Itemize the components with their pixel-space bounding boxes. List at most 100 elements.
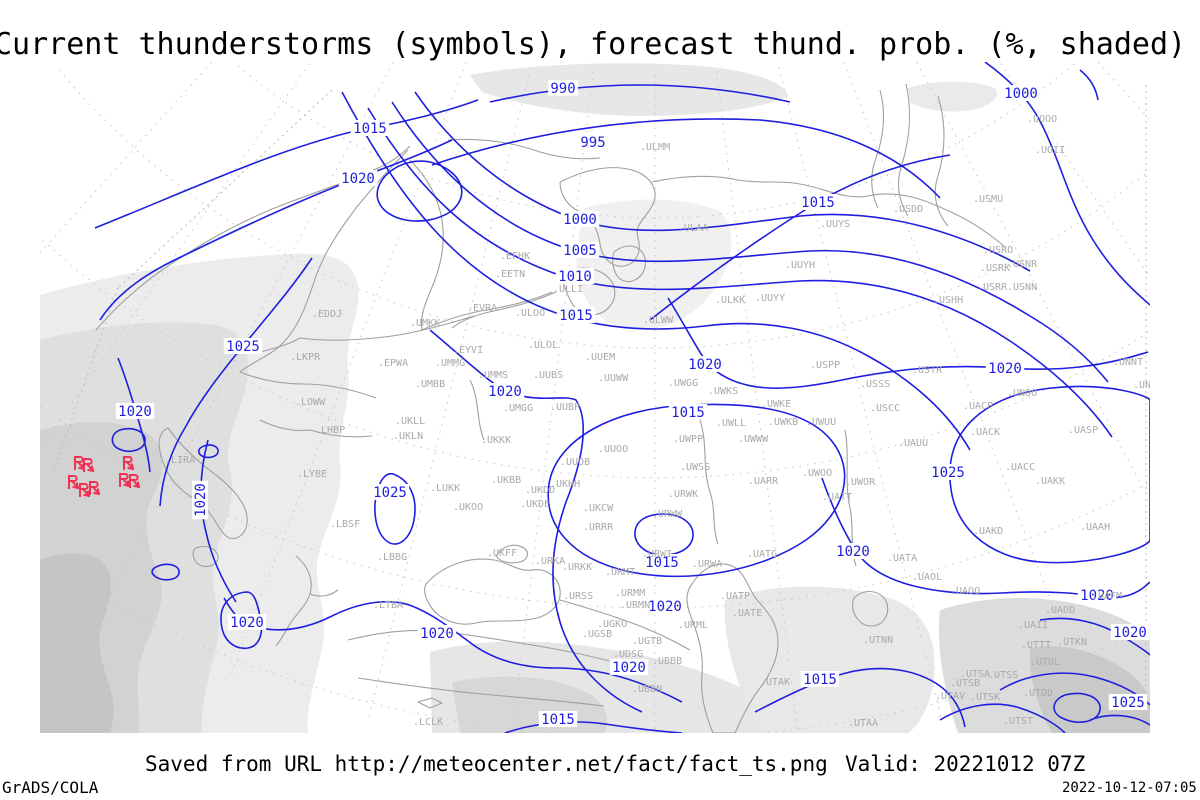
- station-label: .ULAA: [678, 223, 708, 234]
- station-label: .ULMM: [640, 142, 670, 153]
- station-label: .LTBA: [373, 600, 403, 611]
- coastline: [934, 95, 949, 227]
- isobar-label-text: 1020: [488, 384, 522, 400]
- coastline: [259, 315, 475, 353]
- station-label: .UTDL: [1030, 657, 1060, 668]
- isobar-line: [667, 297, 1149, 389]
- prob-shading-region: [908, 81, 998, 112]
- isobar-line: [220, 591, 263, 649]
- station-label: .UTSK: [970, 692, 1000, 703]
- station-label: .UACK: [970, 427, 1000, 438]
- station-label: .URML: [678, 620, 708, 631]
- isobar-line: [939, 703, 1066, 733]
- station-label: .UTST: [1003, 716, 1033, 727]
- station-label: .UUOB: [560, 457, 590, 468]
- isobar-label-text: 1015: [803, 672, 837, 688]
- station-label: .UWSS: [680, 462, 710, 473]
- isobar-label-text: 1020: [1113, 625, 1147, 641]
- station-label: .UTAK: [760, 677, 790, 688]
- station-label: .UGKO: [597, 619, 627, 630]
- page-title: Current thunderstorms (symbols), forecas…: [0, 27, 1187, 62]
- coastline: [612, 245, 647, 283]
- station-label: .UTSS: [988, 670, 1018, 681]
- station-label: .UMBB: [415, 379, 445, 390]
- station-label: .UTSB: [950, 678, 980, 689]
- graticule-meridian: [998, 62, 1150, 278]
- station-label: .UKLN: [393, 431, 423, 442]
- isobar-line: [414, 91, 1031, 272]
- thunderstorm-icon: [129, 474, 141, 489]
- station-label: .UWLL: [716, 418, 746, 429]
- isobar-label-text: 1020: [1080, 588, 1114, 604]
- station-label: .UATT: [822, 492, 852, 503]
- station-label: .LBSF: [330, 519, 360, 530]
- station-label: .LBBG: [377, 552, 407, 563]
- isobar-label: 1025: [1108, 694, 1148, 711]
- station-label: .UDSG: [613, 649, 643, 660]
- station-label: .UGTB: [632, 636, 662, 647]
- isobar-label: 1015: [798, 194, 838, 211]
- isobar-line: [754, 667, 966, 728]
- isobar-line: [374, 472, 416, 545]
- coastline: [158, 427, 248, 540]
- isobar-label-text: 1020: [688, 357, 722, 373]
- station-label: .URWI: [642, 549, 672, 560]
- graticule-meridian: [229, 62, 467, 677]
- station-label: .EYVI: [453, 345, 483, 356]
- station-label: .UASP: [1068, 425, 1098, 436]
- isobar-label: 990: [548, 80, 578, 97]
- isobar-label-text: 1025: [373, 485, 407, 501]
- station-label: .EETN: [495, 269, 525, 280]
- coastline: [495, 544, 529, 564]
- prob-shading-region: [724, 586, 935, 733]
- isobar-label-layer: 990 995 1000 1005 1010 1015 1015 1020 1000 1015 10…: [115, 80, 1150, 728]
- isobar-line: [94, 99, 479, 229]
- station-label: .USPP: [810, 360, 840, 371]
- isobar-label: 1020: [609, 659, 649, 676]
- station-label: .UUYH: [785, 260, 815, 271]
- isobar-label: 1020: [192, 480, 209, 520]
- thunderstorm-icon: [89, 481, 101, 496]
- graticule-layer: [40, 62, 1150, 733]
- graticule-meridian: [40, 62, 312, 450]
- thunderstorm-icon: [68, 475, 80, 490]
- station-label: .UAOL: [912, 572, 942, 583]
- station-label: .UKLL: [395, 416, 425, 427]
- station-label: .ULWW: [643, 315, 674, 326]
- station-label: .USTR: [912, 365, 943, 376]
- station-label: .LCLK: [413, 717, 443, 728]
- station-label: .USRK: [980, 263, 1010, 274]
- station-label: .UWKB: [768, 417, 798, 428]
- isobar-label-text: 1020: [988, 361, 1022, 377]
- station-label: .UWOR: [845, 477, 876, 488]
- isobar-label: 1015: [538, 711, 578, 728]
- isobar-line: [111, 427, 146, 452]
- station-label: .UAFM: [1092, 591, 1122, 602]
- station-label: .UNOO: [1007, 388, 1037, 399]
- station-label: .LOWW: [295, 397, 326, 408]
- station-label: .LYBE: [297, 469, 327, 480]
- thunderstorm-icon: [83, 458, 95, 473]
- station-label: .UTTT: [1021, 640, 1051, 651]
- station-label: .UAOO: [950, 586, 980, 597]
- station-label: .LUKK: [430, 483, 460, 494]
- isobar-line: [341, 91, 971, 451]
- station-label: .URWW: [652, 509, 683, 520]
- station-label: .LKPR: [290, 352, 321, 363]
- isobar-label: 995: [578, 134, 608, 151]
- coastline: [424, 558, 561, 625]
- station-label: .URMT: [605, 567, 635, 578]
- isobar-label: 1000: [560, 211, 600, 228]
- station-label: .EFHK: [500, 251, 530, 262]
- isobar-label: 1015: [800, 671, 840, 688]
- station-label: .UATE: [732, 608, 762, 619]
- thunderstorm-icon: [79, 483, 91, 498]
- isobar-label-text: 1020: [836, 544, 870, 560]
- graticule-parallel: [232, 62, 1078, 219]
- station-label: .LIRA: [165, 455, 195, 466]
- isobar-label-text: 1000: [563, 212, 597, 228]
- prob-shading-region: [40, 553, 114, 733]
- station-label: .USHH: [933, 295, 963, 306]
- station-label: .USCC: [870, 403, 900, 414]
- station-label: .UKDE: [520, 499, 550, 510]
